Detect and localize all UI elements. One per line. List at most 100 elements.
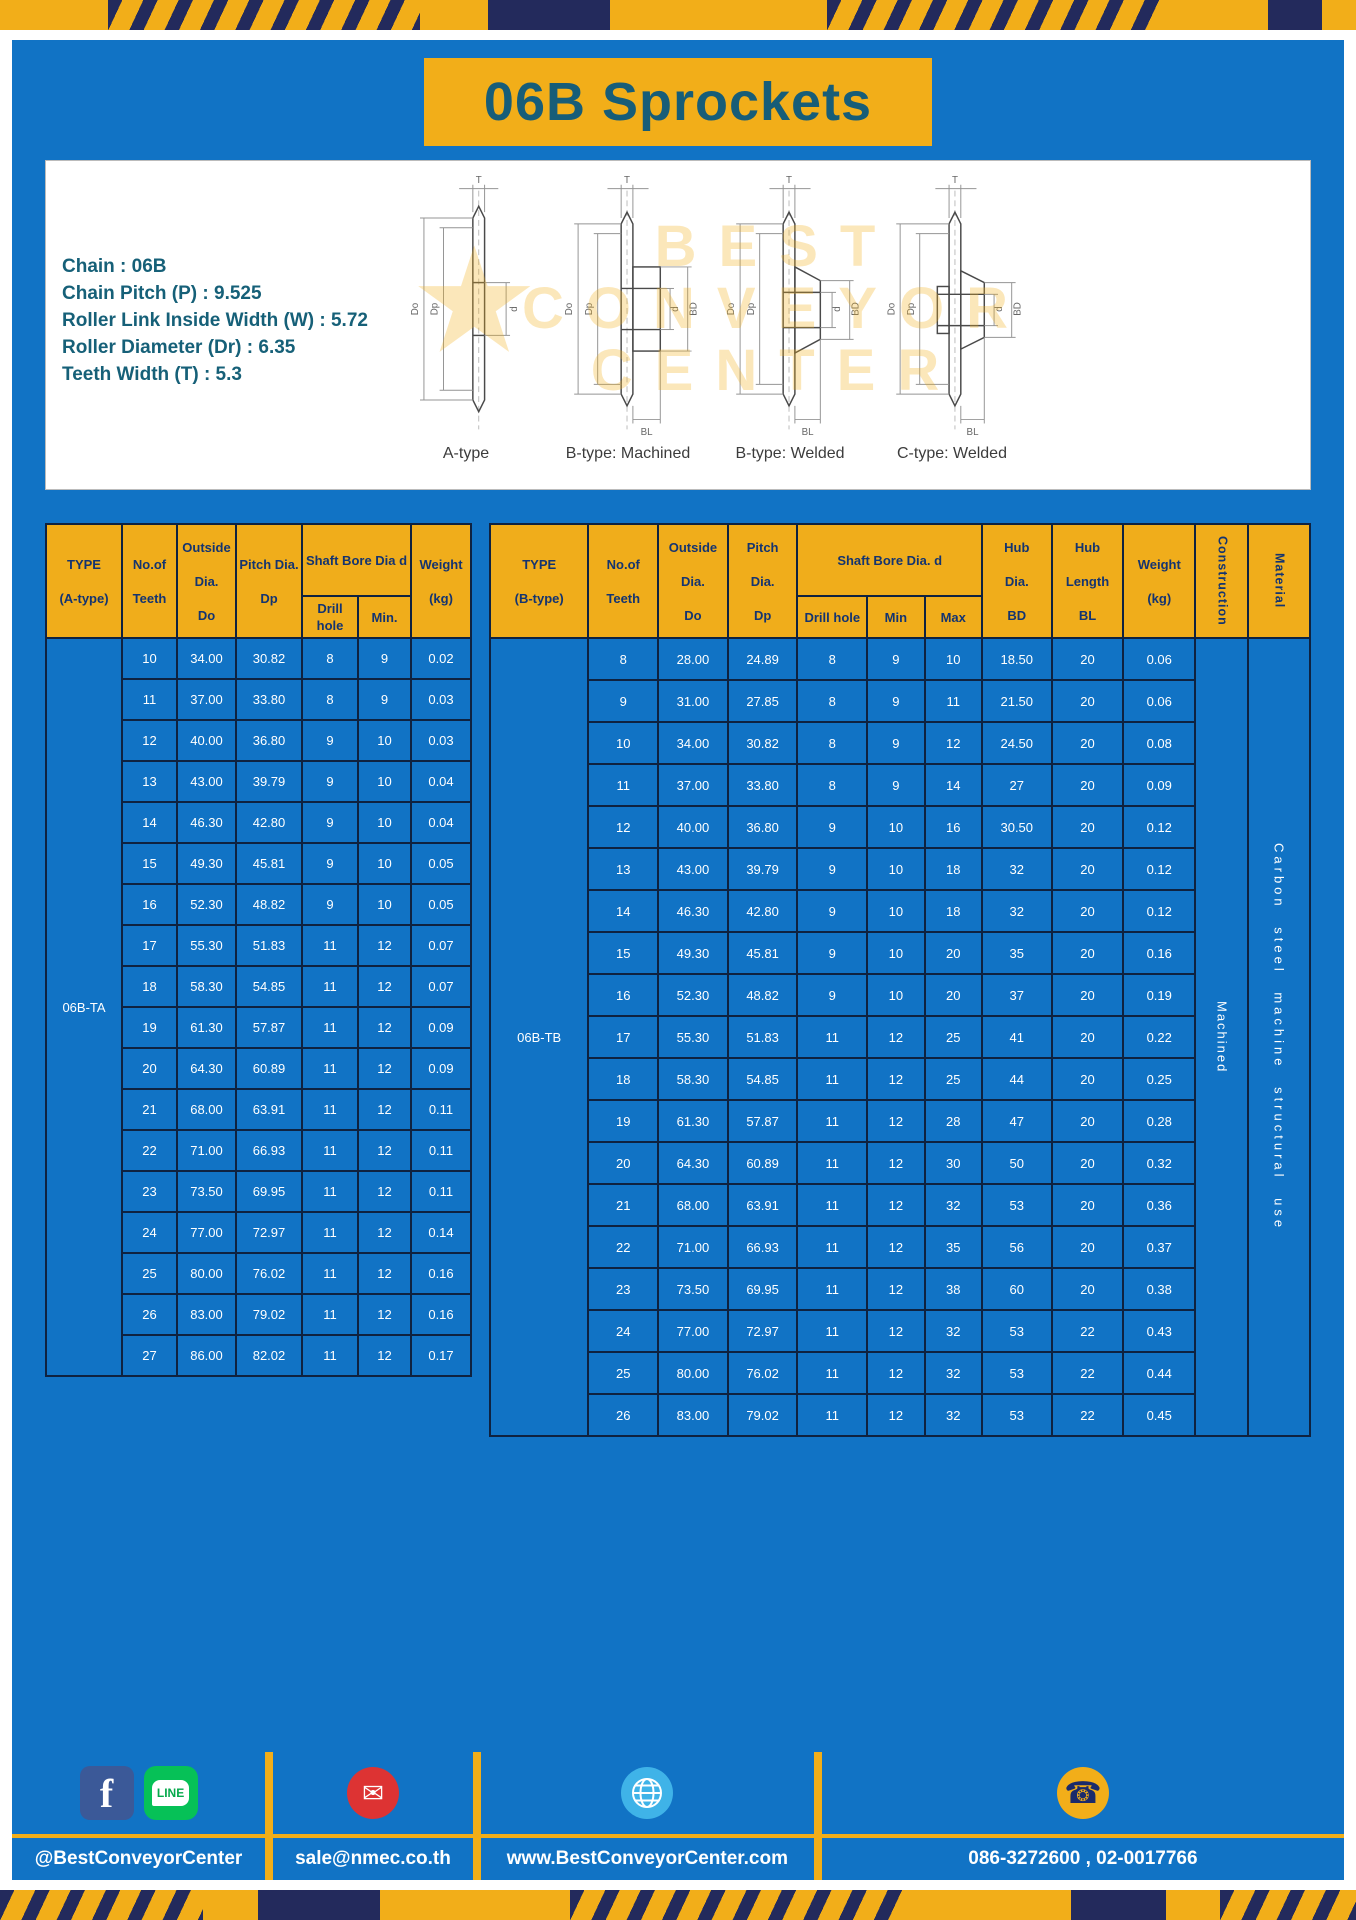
data-cell: 9 — [357, 637, 412, 680]
data-cell: 72.97 — [726, 1309, 799, 1353]
dim-label: T — [786, 175, 792, 186]
dim-label: BD — [688, 302, 699, 316]
data-cell: 12 — [357, 1252, 412, 1295]
line-icon[interactable]: LINE — [143, 1766, 198, 1820]
sprocket-drawings: T Do Dp d A-type — [391, 173, 1027, 463]
data-cell: 76.02 — [726, 1351, 799, 1395]
globe-icon[interactable] — [621, 1767, 674, 1819]
data-cell: 12 — [866, 1057, 926, 1101]
data-cell: 69.95 — [726, 1267, 799, 1311]
col-header-material: Material — [1247, 523, 1311, 639]
data-cell: 0.07 — [410, 965, 472, 1008]
col-header-teeth: No.of Teeth — [587, 523, 660, 639]
data-cell: 0.09 — [410, 1047, 472, 1090]
data-cell: 77.00 — [176, 1211, 237, 1254]
data-cell: 12 — [357, 1170, 412, 1213]
data-cell: 20 — [1050, 931, 1125, 975]
data-cell: 9 — [866, 721, 926, 765]
dim-label: Do — [726, 302, 737, 315]
data-cell: 9 — [866, 763, 926, 807]
data-cell: 16 — [587, 973, 660, 1017]
footer-email[interactable]: sale@nmec.co.th — [273, 1834, 473, 1880]
sprocket-cross-section: T Do Dp d BD — [886, 175, 1023, 438]
mail-icon[interactable]: ✉ — [346, 1767, 399, 1819]
data-cell: 0.12 — [1122, 889, 1197, 933]
data-cell: 0.04 — [410, 760, 472, 803]
data-cell: 12 — [866, 1141, 926, 1185]
data-cell: 42.80 — [726, 889, 799, 933]
data-cell: 9 — [796, 889, 869, 933]
footer-divider — [472, 1752, 481, 1880]
data-cell: 20 — [1050, 1057, 1125, 1101]
data-cell: 30.50 — [980, 805, 1053, 849]
data-cell: 48.82 — [235, 883, 303, 926]
data-cell: 20 — [1050, 1225, 1125, 1269]
data-cell: 20 — [1050, 847, 1125, 891]
data-cell: 11 — [301, 1088, 359, 1131]
data-cell: 20 — [923, 931, 983, 975]
data-cell: 11 — [587, 763, 660, 807]
data-cell: 12 — [866, 1183, 926, 1227]
data-cell: 24.89 — [726, 637, 799, 681]
drawing-label: A-type — [442, 445, 490, 462]
table-row: 19 61.30 57.87 11 12 28 47 20 0.28 — [490, 1099, 1310, 1143]
table-row: 06B-TA 10 34.00 30.82 8 9 0.02 — [45, 637, 472, 1377]
table-row: 16 52.30 48.82 9 10 0.05 — [46, 883, 472, 926]
dim-label: BD — [1012, 302, 1023, 316]
col-header-shaft-bore: Shaft Bore Dia d — [301, 523, 412, 597]
hazard-block — [1267, 0, 1323, 30]
facebook-glyph: f — [99, 1770, 114, 1816]
data-cell: 8 — [301, 637, 359, 680]
data-cell: 48.82 — [726, 973, 799, 1017]
footer-phone-numbers[interactable]: 086-3272600 , 02-0017766 — [821, 1834, 1344, 1880]
table-row: 21 68.00 63.91 11 12 0.11 — [46, 1088, 472, 1131]
data-cell: 11 — [796, 1183, 869, 1227]
data-cell: 10 — [121, 637, 178, 680]
data-cell: 34.00 — [176, 637, 237, 680]
data-cell: 27 — [121, 1334, 178, 1377]
hazard-block — [257, 1890, 380, 1920]
data-cell: 12 — [357, 924, 412, 967]
data-cell: 28.00 — [657, 637, 729, 681]
data-cell: 0.44 — [1122, 1351, 1197, 1395]
dim-label: Dp — [584, 302, 595, 315]
data-cell: 0.22 — [1122, 1015, 1197, 1059]
data-cell: 11 — [796, 1225, 869, 1269]
data-cell: 8 — [796, 679, 869, 723]
data-cell: 18 — [121, 965, 178, 1008]
data-cell: 12 — [357, 1293, 412, 1336]
data-cell: 12 — [866, 1267, 926, 1311]
footer-website[interactable]: www.BestConveyorCenter.com — [480, 1834, 814, 1880]
table-a-type: TYPE (A-type) No.of Teeth Outside Dia. D… — [45, 523, 472, 1377]
footer-social-handle[interactable]: @BestConveyorCenter — [12, 1834, 266, 1880]
facebook-icon[interactable]: f — [79, 1766, 134, 1820]
data-cell: 25 — [121, 1252, 178, 1295]
data-cell: 11 — [301, 1170, 359, 1213]
data-cell: 23 — [587, 1267, 660, 1311]
table-row: 18 58.30 54.85 11 12 25 44 20 0.25 — [490, 1057, 1310, 1101]
col-header-pitch-dia: Pitch Dia. Dp — [726, 523, 799, 639]
data-cell: 10 — [866, 973, 926, 1017]
data-cell: 72.97 — [235, 1211, 303, 1254]
data-cell: 12 — [357, 1334, 412, 1377]
data-cell: 21 — [121, 1088, 178, 1131]
data-cell: 40.00 — [657, 805, 729, 849]
data-cell: 0.07 — [410, 924, 472, 967]
data-cell: 24 — [587, 1309, 660, 1353]
col-header-min: Min — [866, 595, 926, 639]
title-banner: 06B Sprockets — [424, 58, 932, 146]
col-header-construction: Construction — [1194, 523, 1250, 639]
data-cell: 20 — [1050, 721, 1125, 765]
data-cell: 11 — [301, 965, 359, 1008]
data-cell: 11 — [301, 924, 359, 967]
table-row: 22 71.00 66.93 11 12 35 56 20 0.37 — [490, 1225, 1310, 1269]
data-cell: 27.85 — [726, 679, 799, 723]
hazard-stripes-segment — [1220, 1890, 1356, 1920]
data-cell: 27 — [980, 763, 1053, 807]
phone-icon[interactable]: ☎ — [1056, 1767, 1109, 1819]
data-cell: 8 — [301, 678, 359, 721]
data-cell: 71.00 — [176, 1129, 237, 1172]
data-cell: 0.38 — [1122, 1267, 1197, 1311]
data-cell: 12 — [587, 805, 660, 849]
data-cell: 0.37 — [1122, 1225, 1197, 1269]
